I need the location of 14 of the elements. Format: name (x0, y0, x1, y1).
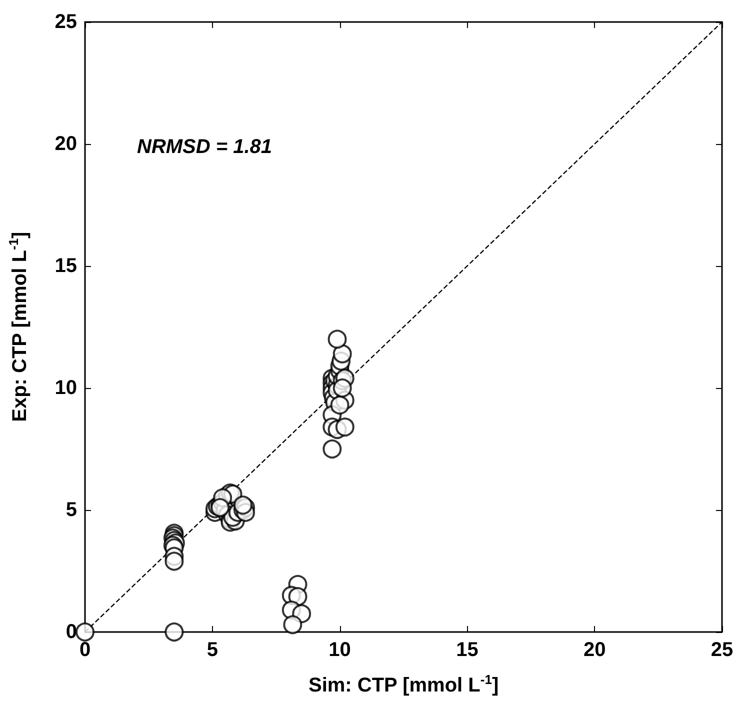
x-tick-label: 20 (583, 639, 606, 661)
y-tick-label: 25 (54, 11, 77, 33)
y-tick-label: 0 (66, 621, 77, 643)
y-tick-label: 10 (54, 377, 77, 399)
x-tick-label: 15 (456, 639, 478, 661)
x-tick-label: 0 (79, 639, 91, 661)
x-tick-label: 10 (328, 639, 351, 661)
x-tick-label: 25 (710, 639, 734, 661)
x-axis-title: Sim: CTP [mmol L$^{-1}$] (308, 672, 499, 698)
x-tick-label: 5 (206, 639, 218, 661)
y-tick-label: 5 (66, 499, 77, 521)
y-tick-label: 15 (54, 255, 77, 277)
annotation: NRMSD = 1.81 (137, 136, 272, 158)
y-tick-label: 20 (54, 133, 77, 155)
